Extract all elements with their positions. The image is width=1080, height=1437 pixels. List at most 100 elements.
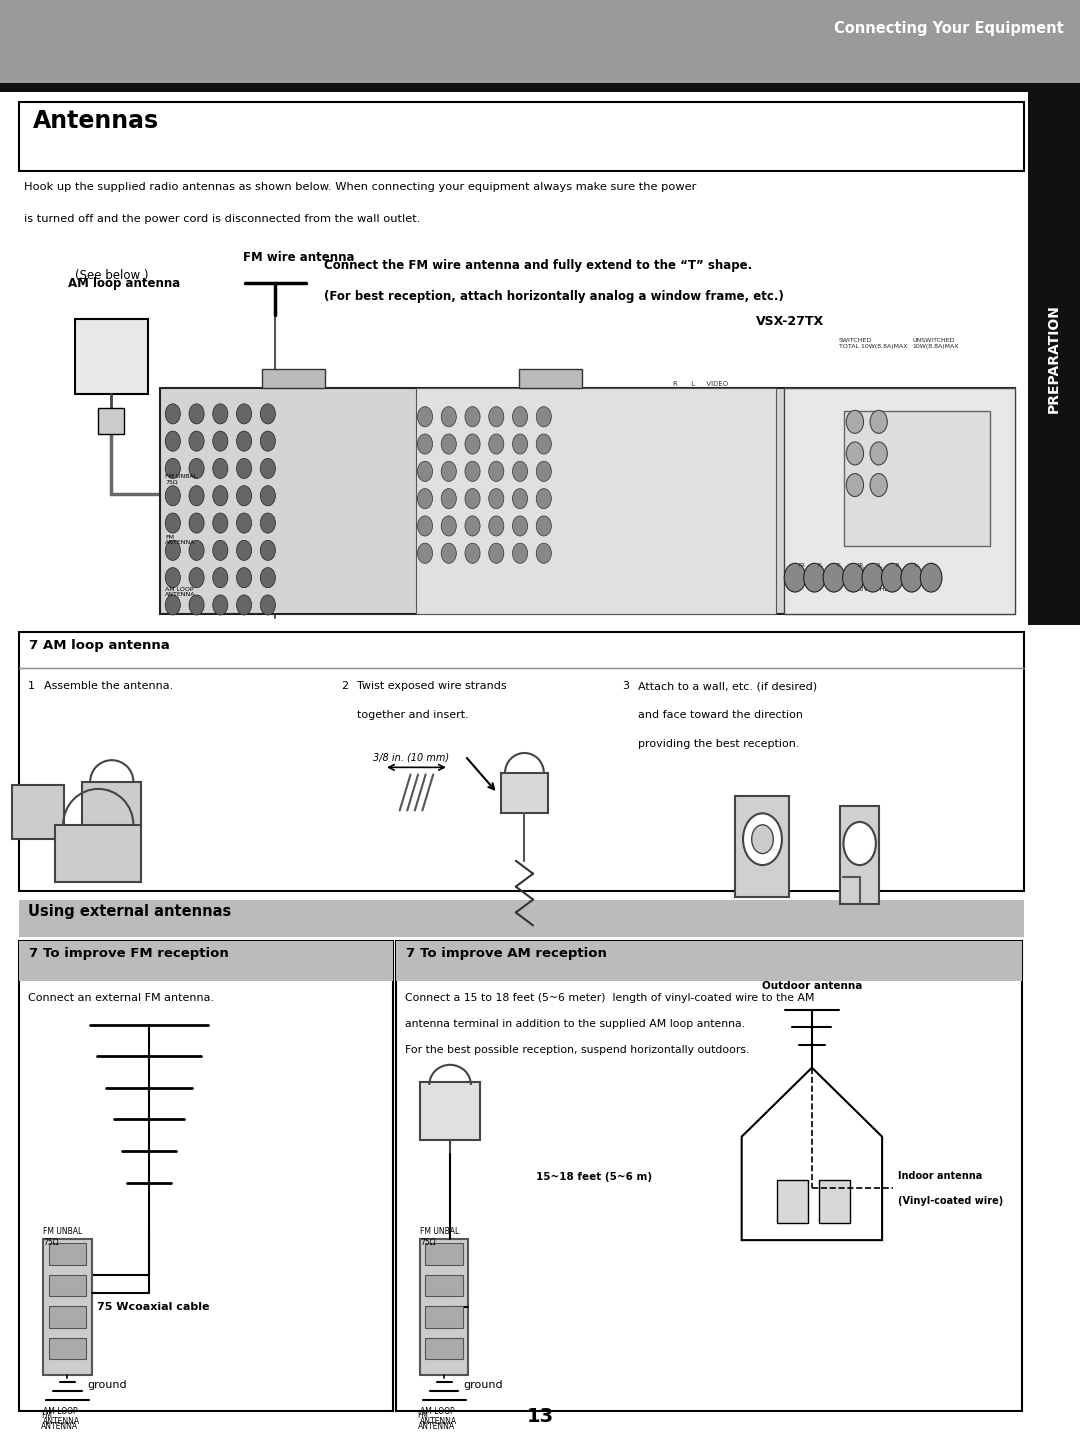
Bar: [396, 941, 1022, 1411]
Circle shape: [260, 595, 275, 615]
Bar: [43, 1239, 92, 1375]
Text: Outdoor antenna: Outdoor antenna: [761, 981, 862, 992]
Circle shape: [237, 568, 252, 588]
Circle shape: [513, 407, 528, 427]
Text: FM
ANTENNA: FM ANTENNA: [418, 1411, 455, 1431]
Bar: [0, 0, 1080, 83]
Text: 7: 7: [28, 947, 37, 960]
Bar: [501, 773, 549, 813]
Text: To improve FM reception: To improve FM reception: [43, 947, 229, 960]
Circle shape: [870, 411, 888, 434]
Circle shape: [847, 411, 864, 434]
Circle shape: [489, 407, 504, 427]
Circle shape: [418, 461, 433, 481]
Text: 75 Wcoaxial cable: 75 Wcoaxial cable: [97, 1302, 210, 1312]
Text: SL: SL: [876, 563, 882, 568]
Text: C: C: [837, 563, 841, 568]
Bar: [49, 1275, 86, 1296]
Bar: [55, 825, 141, 882]
Bar: [19, 941, 393, 981]
Circle shape: [442, 543, 457, 563]
Circle shape: [165, 568, 180, 588]
Text: R      L     VIDEO: R L VIDEO: [673, 381, 728, 387]
Text: (For best reception, attach horizontally analog a window frame, etc.): (For best reception, attach horizontally…: [324, 290, 784, 303]
Text: AC OUTLETS: AC OUTLETS: [845, 568, 883, 572]
Bar: [845, 411, 989, 546]
Bar: [426, 1243, 463, 1265]
Bar: [19, 632, 1024, 891]
Circle shape: [260, 513, 275, 533]
Bar: [519, 369, 582, 388]
Text: (Vinyl-coated wire): (Vinyl-coated wire): [899, 1196, 1003, 1206]
Circle shape: [189, 431, 204, 451]
Circle shape: [237, 540, 252, 560]
Circle shape: [465, 516, 481, 536]
Circle shape: [442, 407, 457, 427]
Bar: [777, 1180, 808, 1223]
Text: antenna terminal in addition to the supplied AM loop antenna.: antenna terminal in addition to the supp…: [405, 1019, 745, 1029]
Circle shape: [418, 407, 433, 427]
Circle shape: [901, 563, 922, 592]
Circle shape: [842, 563, 864, 592]
Circle shape: [881, 563, 903, 592]
Circle shape: [442, 461, 457, 481]
Circle shape: [862, 563, 883, 592]
Text: providing the best reception.: providing the best reception.: [638, 739, 800, 749]
Circle shape: [513, 461, 528, 481]
Text: AM LOOP
ANTENNA: AM LOOP ANTENNA: [420, 1407, 457, 1427]
Circle shape: [237, 513, 252, 533]
Text: 7: 7: [405, 947, 414, 960]
Text: UNSWITCHED
10W(8.8A)MAX: UNSWITCHED 10W(8.8A)MAX: [913, 338, 959, 349]
Text: 3: 3: [622, 681, 629, 691]
Circle shape: [843, 822, 876, 865]
Bar: [396, 941, 1022, 981]
Text: To improve AM reception: To improve AM reception: [420, 947, 607, 960]
Bar: [49, 1306, 86, 1328]
Circle shape: [418, 489, 433, 509]
Circle shape: [465, 543, 481, 563]
Circle shape: [537, 461, 552, 481]
Circle shape: [237, 595, 252, 615]
Text: Antennas: Antennas: [32, 109, 159, 134]
Circle shape: [237, 458, 252, 479]
Circle shape: [465, 489, 481, 509]
Circle shape: [465, 407, 481, 427]
Text: Connect an external FM antenna.: Connect an external FM antenna.: [28, 993, 214, 1003]
Text: 2: 2: [341, 681, 348, 691]
Circle shape: [213, 404, 228, 424]
Circle shape: [784, 563, 806, 592]
Bar: [82, 782, 141, 839]
Circle shape: [418, 434, 433, 454]
Circle shape: [537, 516, 552, 536]
Bar: [417, 388, 775, 614]
Circle shape: [165, 595, 180, 615]
Circle shape: [260, 486, 275, 506]
Circle shape: [165, 513, 180, 533]
Circle shape: [442, 434, 457, 454]
Text: is turned off and the power cord is disconnected from the wall outlet.: is turned off and the power cord is disc…: [24, 214, 420, 224]
Circle shape: [213, 458, 228, 479]
Circle shape: [442, 516, 457, 536]
Text: Assemble the antenna.: Assemble the antenna.: [44, 681, 174, 691]
Text: 13: 13: [526, 1407, 554, 1426]
Text: Connect a 15 to 18 feet (5~6 meter)  length of vinyl-coated wire to the AM: Connect a 15 to 18 feet (5~6 meter) leng…: [405, 993, 814, 1003]
Bar: [19, 900, 1024, 937]
Circle shape: [847, 474, 864, 497]
Text: and face toward the direction: and face toward the direction: [638, 710, 804, 720]
Text: R: R: [895, 563, 900, 568]
Circle shape: [489, 516, 504, 536]
Text: FM
ANTENNA: FM ANTENNA: [165, 535, 195, 546]
Circle shape: [189, 486, 204, 506]
Circle shape: [752, 825, 773, 854]
Text: together and insert.: together and insert.: [357, 710, 469, 720]
Circle shape: [489, 434, 504, 454]
Text: Connecting Your Equipment: Connecting Your Equipment: [834, 20, 1064, 36]
Circle shape: [513, 516, 528, 536]
Text: PREPARATION: PREPARATION: [1048, 305, 1061, 412]
Circle shape: [260, 404, 275, 424]
Bar: [160, 388, 1015, 614]
Circle shape: [237, 431, 252, 451]
Bar: [426, 1338, 463, 1359]
Text: AM LOOP
ANTENNA: AM LOOP ANTENNA: [165, 586, 195, 598]
Circle shape: [260, 431, 275, 451]
